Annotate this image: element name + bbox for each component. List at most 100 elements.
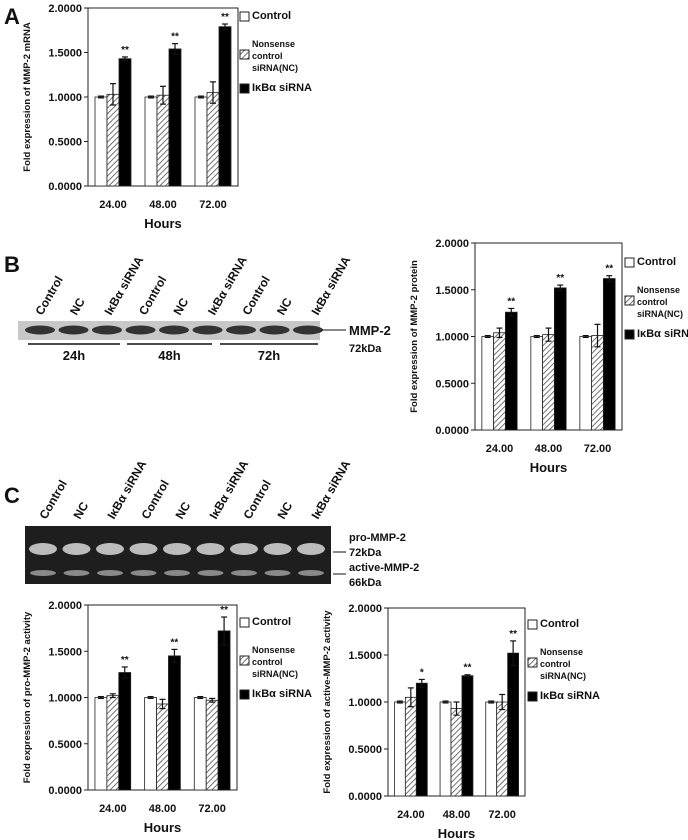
- error-bar: [484, 334, 491, 339]
- bar: [504, 311, 518, 431]
- error-bar: [172, 42, 178, 55]
- error-bar: [407, 687, 414, 708]
- bar: [156, 703, 169, 791]
- marker-label: pro-MMP-2: [349, 532, 406, 544]
- legend-label: Control: [540, 618, 580, 630]
- error-bar: [109, 693, 116, 699]
- legend-label: IκBα siRNA: [540, 690, 600, 702]
- error-bar: [557, 284, 564, 292]
- legend-label: Control: [252, 616, 292, 628]
- bar: [144, 697, 157, 791]
- y-tick-label: 0.5000: [435, 378, 469, 390]
- error-bar: [198, 95, 204, 99]
- bar: [493, 332, 506, 431]
- y-tick-label: 0.0000: [48, 785, 82, 797]
- x-tick-label: 48.00: [443, 809, 471, 821]
- legend-swatch: [239, 11, 250, 22]
- bar: [602, 278, 616, 431]
- band: [29, 543, 57, 555]
- bar: [579, 336, 593, 431]
- legend-swatch: [624, 257, 635, 268]
- bar: [393, 701, 406, 797]
- band: [125, 325, 156, 335]
- legend-label: IκBα siRNA: [637, 328, 688, 340]
- bar: [542, 334, 555, 431]
- significance-label: **: [605, 264, 613, 275]
- band: [25, 325, 55, 335]
- lane-label: NC: [67, 295, 88, 317]
- band: [159, 325, 189, 335]
- legend-entry: Nonsense control siRNA(NC): [637, 285, 683, 319]
- error-bar: [122, 56, 128, 62]
- significance-label: **: [556, 273, 564, 284]
- band: [30, 570, 56, 576]
- error-bar: [171, 648, 178, 663]
- bar: [496, 701, 509, 797]
- error-bar: [396, 700, 403, 704]
- significance-label: **: [171, 637, 179, 648]
- legend-entry: Nonsense control siRNA(NC): [540, 647, 586, 681]
- significance-label: **: [220, 605, 228, 616]
- error-bar: [110, 83, 116, 106]
- error-bar: [210, 81, 216, 104]
- error-bar: [121, 666, 128, 679]
- error-bar: [488, 700, 495, 704]
- band: [96, 543, 124, 555]
- y-tick-label: 0.5000: [48, 739, 82, 751]
- significance-label: **: [507, 296, 515, 307]
- y-tick-label: 0.5000: [348, 744, 382, 756]
- band: [58, 325, 89, 335]
- time-label: 24h: [63, 348, 85, 363]
- legend-swatch: [527, 619, 538, 630]
- lane-label: NC: [172, 499, 193, 521]
- y-tick-label: 1.0000: [435, 332, 469, 344]
- y-tick-label: 2.0000: [48, 3, 82, 15]
- significance-label: **: [464, 663, 472, 674]
- band: [259, 325, 290, 335]
- band: [97, 570, 123, 576]
- marker-label: 66kDa: [349, 577, 382, 589]
- x-axis-label: Hours: [438, 826, 476, 840]
- y-axis-label: Fold expression of pro-MMP-2 activity: [22, 611, 33, 783]
- x-tick-label: 72.00: [199, 199, 227, 211]
- error-bar: [499, 693, 506, 711]
- time-label: 72h: [258, 348, 280, 363]
- bar: [106, 695, 120, 791]
- error-bar: [160, 85, 166, 105]
- y-axis-label: Fold expression of MMP-2 mRNA: [22, 22, 33, 172]
- error-bar: [442, 700, 449, 704]
- bar: [118, 672, 132, 791]
- error-bar: [464, 674, 471, 678]
- legend-label: Control: [252, 10, 292, 22]
- y-tick-label: 1.0000: [348, 697, 382, 709]
- band: [196, 543, 225, 555]
- bar: [481, 336, 495, 431]
- significance-label: **: [221, 12, 229, 23]
- error-bar: [453, 701, 460, 716]
- band: [192, 325, 223, 335]
- bar: [193, 697, 207, 791]
- lane-label: IκBα siRNA: [308, 254, 353, 318]
- lane-label: NC: [274, 295, 295, 317]
- band: [129, 543, 158, 555]
- legend-swatch: [527, 657, 538, 668]
- y-axis-label: Fold expression of MMP-2 protein: [409, 260, 420, 413]
- legend-entry: Nonsense control siRNA(NC): [252, 645, 298, 679]
- legend-swatch: [624, 329, 635, 340]
- x-tick-label: 24.00: [99, 199, 127, 211]
- legend-entry: IκBα siRNA: [252, 82, 312, 94]
- x-tick-label: 48.00: [149, 803, 177, 815]
- y-tick-label: 1.5000: [435, 285, 469, 297]
- error-bar: [582, 334, 589, 339]
- legend-swatch: [239, 689, 250, 700]
- error-bar: [533, 334, 540, 339]
- bar: [530, 336, 544, 431]
- x-axis-label: Hours: [144, 820, 182, 835]
- error-bar: [606, 275, 613, 282]
- legend-label: Control: [637, 256, 677, 268]
- x-tick-label: 72.00: [488, 809, 516, 821]
- y-tick-label: 0.0000: [48, 181, 82, 193]
- error-bar: [545, 327, 552, 342]
- bar: [485, 701, 498, 797]
- y-tick-label: 1.5000: [48, 48, 82, 60]
